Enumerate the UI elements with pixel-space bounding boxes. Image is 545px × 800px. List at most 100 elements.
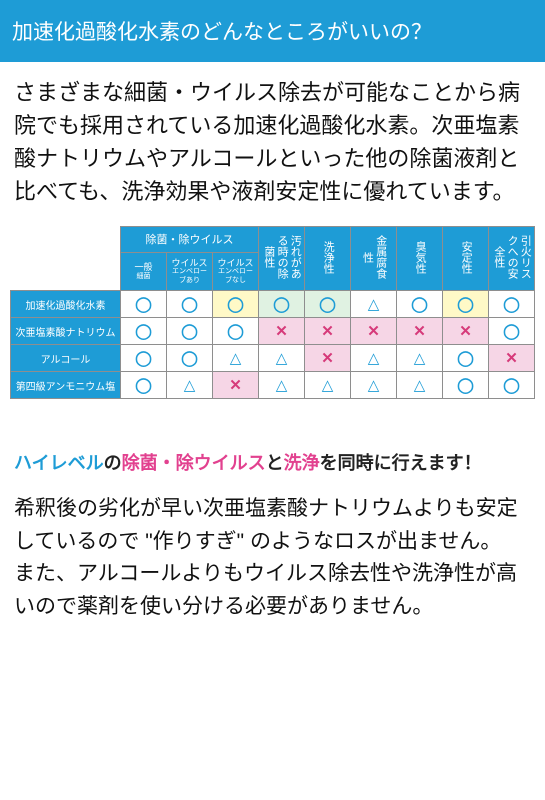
table-cell: △	[167, 372, 213, 399]
symbol-o: ◯	[457, 350, 474, 367]
table-cell: ◯	[213, 318, 259, 345]
symbol-o: ◯	[135, 323, 152, 340]
symbol-x: ✕	[229, 377, 242, 394]
symbol-x: ✕	[321, 350, 334, 367]
subheading-part-6: を同時に行えます！	[320, 453, 482, 473]
subheading-part-2: の	[104, 453, 122, 473]
sub-head-0-l1: 一般	[134, 262, 152, 272]
comparison-table: 除菌・除ウイルス 汚れがある時の除菌性 洗浄性 金属腐食性 臭気性 安定性 引火…	[10, 226, 535, 399]
table-cell: ◯	[167, 318, 213, 345]
table-cell: ◯	[167, 345, 213, 372]
symbol-t: △	[230, 350, 242, 367]
table-cell: △	[305, 372, 351, 399]
table-cell: ◯	[121, 291, 167, 318]
col-head-2-text: 金属腐食性	[360, 231, 386, 283]
sub-head-1-l2: エンベローブあり	[169, 268, 210, 285]
subheading: ハイレベルの除菌・除ウイルスと洗浄を同時に行えます！	[0, 419, 545, 485]
table-cell: ◯	[121, 372, 167, 399]
subheading-part-5: 洗浄	[284, 453, 320, 473]
table-cell: △	[351, 345, 397, 372]
table-cell: ✕	[305, 318, 351, 345]
row-label: 次亜塩素酸ナトリウム	[11, 318, 121, 345]
table-row: 第四級アンモニウム塩◯△✕△△△△◯◯	[11, 372, 535, 399]
symbol-o: ◯	[135, 377, 152, 394]
col-head-4: 安定性	[443, 227, 489, 291]
symbol-t: △	[276, 377, 288, 394]
corner-blank	[11, 227, 121, 291]
comparison-table-wrap: 除菌・除ウイルス 汚れがある時の除菌性 洗浄性 金属腐食性 臭気性 安定性 引火…	[0, 226, 545, 419]
table-row: 加速化過酸化水素◯◯◯◯◯△◯◯◯	[11, 291, 535, 318]
symbol-o: ◯	[457, 377, 474, 394]
table-cell: ✕	[259, 318, 305, 345]
symbol-x: ✕	[505, 350, 518, 367]
table-cell: ◯	[489, 318, 535, 345]
table-cell: ◯	[489, 372, 535, 399]
col-head-0-text: 汚れがある時の除菌性	[262, 231, 302, 283]
sub-head-2-l1: ウイルス	[217, 258, 253, 268]
table-cell: ◯	[121, 345, 167, 372]
table-cell: ◯	[443, 372, 489, 399]
col-head-5: 引火リスクへの安全性	[489, 227, 535, 291]
col-head-3: 臭気性	[397, 227, 443, 291]
symbol-t: △	[414, 350, 426, 367]
col-head-1-text: 洗浄性	[321, 241, 334, 274]
table-body: 加速化過酸化水素◯◯◯◯◯△◯◯◯次亜塩素酸ナトリウム◯◯◯✕✕✕✕✕◯アルコー…	[11, 291, 535, 399]
symbol-o: ◯	[135, 296, 152, 313]
subheading-part-3: 除菌・除ウイルス	[122, 453, 266, 473]
symbol-o: ◯	[457, 296, 474, 313]
table-cell: ◯	[397, 291, 443, 318]
body-paragraph-2: 希釈後の劣化が早い次亜塩素酸ナトリウムよりも安定しているので "作りすぎ" のよ…	[0, 485, 545, 653]
table-cell: ◯	[121, 318, 167, 345]
sub-head-2: ウイルス エンベローブなし	[213, 252, 259, 290]
table-cell: △	[397, 345, 443, 372]
col-head-5-text: 引火リスクへの安全性	[492, 231, 532, 283]
table-cell: ◯	[443, 345, 489, 372]
col-head-2: 金属腐食性	[351, 227, 397, 291]
symbol-t: △	[368, 350, 380, 367]
symbol-o: ◯	[135, 350, 152, 367]
intro-text: さまざまな細菌・ウイルス除去が可能なことから病院でも採用されている加速化過酸化水…	[14, 80, 520, 204]
table-cell: ◯	[305, 291, 351, 318]
symbol-x: ✕	[275, 323, 288, 340]
sub-head-0-l2: 細菌	[123, 273, 164, 281]
row-label: 加速化過酸化水素	[11, 291, 121, 318]
sub-head-1: ウイルス エンベローブあり	[167, 252, 213, 290]
table-row: 次亜塩素酸ナトリウム◯◯◯✕✕✕✕✕◯	[11, 318, 535, 345]
table-cell: ✕	[213, 372, 259, 399]
col-head-4-text: 安定性	[459, 241, 472, 274]
table-cell: ✕	[305, 345, 351, 372]
table-cell: △	[351, 372, 397, 399]
table-cell: △	[259, 372, 305, 399]
table-cell: ✕	[397, 318, 443, 345]
sub-head-2-l2: エンベローブなし	[215, 268, 256, 285]
subheading-part-1: ハイレベル	[14, 453, 104, 473]
symbol-t: △	[368, 377, 380, 394]
sub-head-0: 一般 細菌	[121, 252, 167, 290]
table-cell: △	[213, 345, 259, 372]
table-cell: ✕	[443, 318, 489, 345]
table-cell: ◯	[259, 291, 305, 318]
symbol-x: ✕	[413, 323, 426, 340]
row-label: 第四級アンモニウム塩	[11, 372, 121, 399]
body-2-text: 希釈後の劣化が早い次亜塩素酸ナトリウムよりも安定しているので "作りすぎ" のよ…	[14, 497, 518, 618]
symbol-x: ✕	[321, 323, 334, 340]
symbol-x: ✕	[367, 323, 380, 340]
symbol-o: ◯	[319, 296, 336, 313]
table-cell: ✕	[489, 345, 535, 372]
table-cell: ✕	[351, 318, 397, 345]
table-head: 除菌・除ウイルス 汚れがある時の除菌性 洗浄性 金属腐食性 臭気性 安定性 引火…	[11, 227, 535, 291]
table-cell: ◯	[213, 291, 259, 318]
row-label: アルコール	[11, 345, 121, 372]
symbol-t: △	[184, 377, 196, 394]
table-row: アルコール◯◯△△✕△△◯✕	[11, 345, 535, 372]
symbol-o: ◯	[503, 323, 520, 340]
symbol-o: ◯	[181, 296, 198, 313]
table-cell: ◯	[167, 291, 213, 318]
symbol-x: ✕	[459, 323, 472, 340]
symbol-o: ◯	[181, 350, 198, 367]
intro-paragraph: さまざまな細菌・ウイルス除去が可能なことから病院でも採用されている加速化過酸化水…	[0, 62, 545, 226]
sub-head-1-l1: ウイルス	[171, 258, 207, 268]
col-group-disinfect: 除菌・除ウイルス	[121, 227, 259, 253]
subheading-part-4: と	[266, 453, 284, 473]
header-title: 加速化過酸化水素のどんなところがいいの？	[12, 21, 432, 44]
